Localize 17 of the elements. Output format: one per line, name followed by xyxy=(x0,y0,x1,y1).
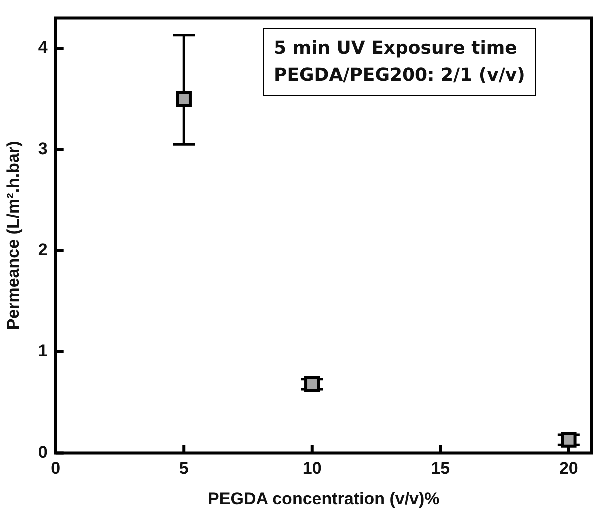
annotation: PEGDA/PEG200: 2/1 (v/v) xyxy=(274,64,526,88)
y-tick-label: 0 xyxy=(38,442,48,462)
y-tick-label: 1 xyxy=(38,342,48,361)
y-tick-label: 3 xyxy=(38,139,48,158)
point xyxy=(561,432,577,448)
y-tick-label: 2 xyxy=(38,240,48,260)
point xyxy=(304,376,320,392)
annotation: 5 min UV Exposure time xyxy=(274,37,518,61)
x-tick-label: 5 xyxy=(179,459,189,478)
x-tick-label: 20 xyxy=(559,459,578,478)
x-tick-label: 15 xyxy=(431,459,450,478)
y-axis-title: Permeance (L/m².h.bar) xyxy=(4,141,23,330)
y-tick-label: 4 xyxy=(38,38,48,58)
x-tick-label: 10 xyxy=(302,459,322,478)
point xyxy=(176,91,192,107)
x-axis-title: PEGDA concentration (v/v)% xyxy=(208,489,440,508)
x-tick-label: 0 xyxy=(51,459,61,478)
